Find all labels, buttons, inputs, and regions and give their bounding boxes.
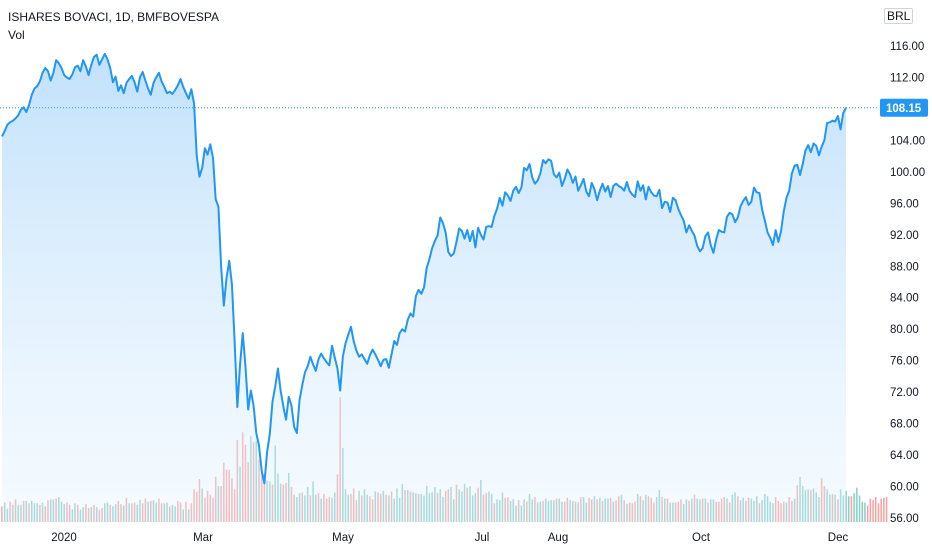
x-tick-label: 2020	[51, 532, 77, 544]
y-tick-label: 60.00	[890, 482, 919, 494]
volume-bar	[883, 497, 885, 522]
y-tick-label: 100.00	[890, 167, 925, 179]
y-tick-label: 84.00	[890, 293, 919, 305]
volume-bar	[880, 498, 882, 522]
y-tick-label: 80.00	[890, 324, 919, 336]
volume-bar	[885, 497, 888, 522]
symbol-title: ISHARES BOVACI, 1D, BMFBOVESPA	[8, 10, 219, 24]
volume-bar	[847, 496, 850, 522]
volume-bar	[861, 501, 863, 522]
y-tick-label: 88.00	[890, 261, 919, 273]
y-tick-label: 92.00	[890, 230, 919, 242]
volume-bar	[875, 497, 877, 522]
currency-label[interactable]: BRL	[884, 8, 914, 24]
price-axis[interactable]: 116.00112.00108.00104.00100.0096.0092.00…	[890, 41, 925, 525]
volume-bar	[850, 496, 853, 522]
y-tick-label: 72.00	[890, 387, 919, 399]
y-tick-label: 104.00	[890, 135, 925, 147]
x-tick-label: Aug	[548, 532, 568, 544]
y-tick-label: 76.00	[890, 356, 919, 368]
x-tick-label: Dec	[828, 532, 849, 544]
volume-bar	[856, 487, 858, 522]
volume-bar	[866, 505, 869, 522]
x-tick-label: Mar	[193, 532, 213, 544]
volume-bar	[858, 495, 861, 522]
volume-bar	[877, 503, 880, 522]
y-tick-label: 116.00	[890, 41, 924, 53]
volume-bar	[864, 502, 866, 522]
chart-legend: ISHARES BOVACI, 1D, BMFBOVESPA Vol	[8, 8, 219, 44]
x-tick-label: Jul	[475, 532, 490, 544]
volume-legend-label: Vol	[8, 28, 25, 42]
x-tick-label: May	[332, 532, 354, 544]
price-line	[1, 52, 847, 485]
y-tick-label: 64.00	[890, 450, 919, 462]
volume-bar	[853, 493, 855, 522]
last-price-label: 108.15	[880, 98, 928, 117]
y-tick-label: 96.00	[890, 198, 919, 210]
last-price-badge	[880, 98, 928, 117]
last-price-value: 108.15	[886, 103, 922, 115]
time-axis[interactable]: 2020 Mar May Jul Aug Oct Dec	[51, 532, 848, 544]
y-tick-label: 56.00	[890, 513, 919, 525]
y-tick-label: 68.00	[890, 419, 919, 431]
x-tick-label: Oct	[692, 532, 711, 544]
volume-bar	[872, 500, 874, 522]
volume-bar	[845, 490, 847, 522]
volume-bar	[869, 498, 872, 522]
y-tick-label: 112.00	[890, 73, 924, 85]
